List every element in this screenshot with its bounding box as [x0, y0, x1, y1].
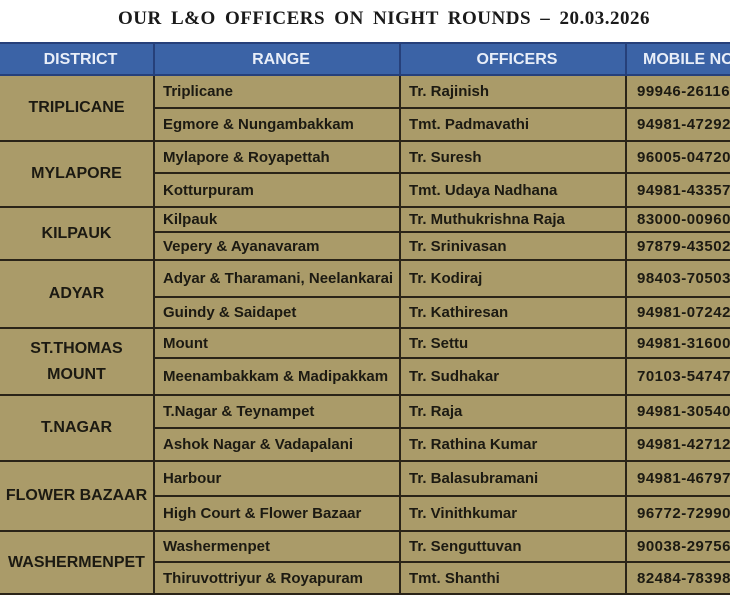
mobile-cell: 83000-00960	[625, 206, 730, 233]
header-range: RANGE	[153, 42, 401, 76]
mobile-cell: 94981-43357	[625, 172, 730, 208]
range-cell: Ashok Nagar & Vadapalani	[153, 427, 401, 462]
officer-cell: Tr. Kodiraj	[399, 259, 627, 298]
header-mobile: MOBILE NO	[625, 42, 730, 76]
officer-cell: Tr. Balasubramani	[399, 460, 627, 497]
officer-cell: Tr. Sudhakar	[399, 357, 627, 396]
officer-cell: Tmt. Udaya Nadhana	[399, 172, 627, 208]
table-row: ADYAR Adyar & Tharamani, Neelankarai Tr. K…	[0, 259, 730, 329]
range-cell: Guindy & Saidapet	[153, 296, 401, 329]
table-row: KILPAUK Kilpauk Tr. Muthukrishna Raja 83000…	[0, 206, 730, 261]
district-cell: TRIPLICANE	[0, 74, 155, 142]
district-cell: FLOWER BAZAAR	[0, 460, 155, 532]
table-row: ST.THOMAS MOUNT Mount Tr. Settu 94981-31600	[0, 327, 730, 396]
range-cell: High Court & Flower Bazaar	[153, 495, 401, 532]
mobile-cell: 94981-42712	[625, 427, 730, 462]
officer-cell: Tr. Rathina Kumar	[399, 427, 627, 462]
district-cell: ST.THOMAS MOUNT	[0, 327, 155, 396]
range-cell: Mount	[153, 327, 401, 359]
table-row: FLOWER BAZAAR Harbour Tr. Balasubramani 949…	[0, 460, 730, 532]
table-row: Vepery & Ayanavaram Tr. Srinivasan 97879-4…	[0, 231, 730, 261]
table-row: WASHERMENPET Washermenpet Tr. Senguttuvan 9…	[0, 530, 730, 595]
range-cell: Kotturpuram	[153, 172, 401, 208]
range-cell: Washermenpet	[153, 530, 401, 563]
officer-cell: Tr. Muthukrishna Raja	[399, 206, 627, 233]
table-row: MYLAPORE Mylapore & Royapettah Tr. Suresh 9…	[0, 140, 730, 208]
mobile-cell: 97879-43502	[625, 231, 730, 261]
district-cell: KILPAUK	[0, 206, 155, 261]
table-row: Egmore & Nungambakkam Tmt. Padmavathi 9498…	[0, 107, 730, 142]
district-cell: WASHERMENPET	[0, 530, 155, 595]
mobile-cell: 90038-29756	[625, 530, 730, 563]
header-officers: OFFICERS	[399, 42, 627, 76]
officer-cell: Tr. Srinivasan	[399, 231, 627, 261]
mobile-cell: 94981-31600	[625, 327, 730, 359]
officers-table: DISTRICT RANGE OFFICERS MOBILE NO TRIPLI…	[0, 42, 730, 595]
mobile-cell: 82484-78398	[625, 561, 730, 595]
range-cell: Kilpauk	[153, 206, 401, 233]
header-row: DISTRICT RANGE OFFICERS MOBILE NO	[0, 42, 730, 76]
table-row: T.NAGAR T.Nagar & Teynampet Tr. Raja 94981-…	[0, 394, 730, 462]
mobile-cell: 94981-46797	[625, 460, 730, 497]
mobile-cell: 94981-07242	[625, 296, 730, 329]
officer-cell: Tmt. Padmavathi	[399, 107, 627, 142]
district-cell: ADYAR	[0, 259, 155, 329]
mobile-cell: 70103-54747	[625, 357, 730, 396]
range-cell: Triplicane	[153, 74, 401, 109]
officer-cell: Tr. Suresh	[399, 140, 627, 174]
officer-cell: Tmt. Shanthi	[399, 561, 627, 595]
mobile-cell: 94981-47292	[625, 107, 730, 142]
officer-cell: Tr. Settu	[399, 327, 627, 359]
range-cell: T.Nagar & Teynampet	[153, 394, 401, 429]
range-cell: Vepery & Ayanavaram	[153, 231, 401, 261]
mobile-cell: 98403-70503	[625, 259, 730, 298]
page-title: OUR L&O OFFICERS ON NIGHT ROUNDS – 20.03…	[117, 8, 651, 29]
table-row: Guindy & Saidapet Tr. Kathiresan 94981-072…	[0, 296, 730, 329]
range-cell: Thiruvottriyur & Royapuram	[153, 561, 401, 595]
officer-cell: Tr. Raja	[399, 394, 627, 429]
header-district: DISTRICT	[0, 42, 155, 76]
mobile-cell: 94981-30540	[625, 394, 730, 429]
officer-cell: Tr. Rajinish	[399, 74, 627, 109]
range-cell: Adyar & Tharamani, Neelankarai	[153, 259, 401, 298]
table-row: Meenambakkam & Madipakkam Tr. Sudhakar 701…	[0, 357, 730, 396]
range-cell: Meenambakkam & Madipakkam	[153, 357, 401, 396]
officer-cell: Tr. Vinithkumar	[399, 495, 627, 532]
officer-cell: Tr. Kathiresan	[399, 296, 627, 329]
range-cell: Harbour	[153, 460, 401, 497]
range-cell: Egmore & Nungambakkam	[153, 107, 401, 142]
table-row: High Court & Flower Bazaar Tr. Vinithkuma…	[0, 495, 730, 532]
mobile-cell: 99946-26116	[625, 74, 730, 109]
table-row: TRIPLICANE Triplicane Tr. Rajinish 99946-26…	[0, 74, 730, 142]
table-row: Ashok Nagar & Vadapalani Tr. Rathina Kuma…	[0, 427, 730, 462]
officer-cell: Tr. Senguttuvan	[399, 530, 627, 563]
mobile-cell: 96772-72990	[625, 495, 730, 532]
district-cell: T.NAGAR	[0, 394, 155, 462]
mobile-cell: 96005-04720	[625, 140, 730, 174]
range-cell: Mylapore & Royapettah	[153, 140, 401, 174]
table-row: Kotturpuram Tmt. Udaya Nadhana 94981-43357	[0, 172, 730, 208]
district-cell: MYLAPORE	[0, 140, 155, 208]
